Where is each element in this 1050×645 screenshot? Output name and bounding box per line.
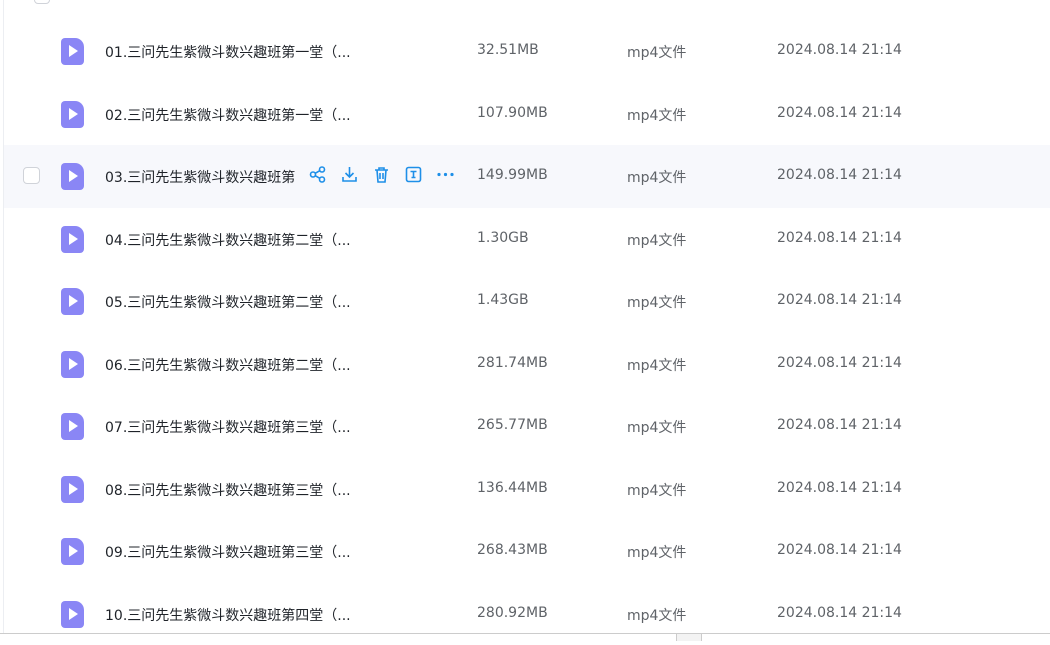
video-file-icon: [61, 226, 84, 253]
file-name[interactable]: 02.三问先生紫微斗数兴趣班第一堂（...: [105, 105, 367, 125]
video-file-icon: [61, 413, 84, 440]
file-size: 1.43GB: [477, 292, 529, 308]
file-date: 2024.08.14 21:14: [777, 230, 902, 246]
file-type: mp4文件: [627, 105, 686, 125]
file-type: mp4文件: [627, 417, 686, 437]
file-size: 149.99MB: [477, 167, 548, 183]
file-name[interactable]: 10.三问先生紫微斗数兴趣班第四堂（...: [105, 605, 367, 625]
file-row[interactable]: 08.三问先生紫微斗数兴趣班第三堂（... 136.44MB mp4文件 202…: [4, 458, 1050, 521]
video-file-icon: [61, 38, 84, 65]
file-name[interactable]: 03.三问先生紫微斗数兴趣班第: [105, 167, 305, 187]
file-type: mp4文件: [627, 542, 686, 562]
row-checkbox[interactable]: [23, 167, 40, 184]
file-date: 2024.08.14 21:14: [777, 605, 902, 621]
file-type: mp4文件: [627, 605, 686, 625]
file-row[interactable]: 05.三问先生紫微斗数兴趣班第二堂（... 1.43GB mp4文件 2024.…: [4, 270, 1050, 333]
file-size: 1.30GB: [477, 230, 529, 246]
select-all-checkbox[interactable]: [34, 0, 50, 4]
file-row[interactable]: 09.三问先生紫微斗数兴趣班第三堂（... 268.43MB mp4文件 202…: [4, 520, 1050, 583]
file-date: 2024.08.14 21:14: [777, 42, 902, 58]
more-icon[interactable]: [436, 165, 455, 184]
file-name[interactable]: 04.三问先生紫微斗数兴趣班第二堂（...: [105, 230, 367, 250]
share-icon[interactable]: [308, 165, 327, 184]
video-file-icon: [61, 163, 84, 190]
file-size: 281.74MB: [477, 355, 548, 371]
file-type: mp4文件: [627, 480, 686, 500]
file-name[interactable]: 09.三问先生紫微斗数兴趣班第三堂（...: [105, 542, 367, 562]
file-size: 32.51MB: [477, 42, 539, 58]
file-row[interactable]: 07.三问先生紫微斗数兴趣班第三堂（... 265.77MB mp4文件 202…: [4, 395, 1050, 458]
file-date: 2024.08.14 21:14: [777, 480, 902, 496]
file-row[interactable]: 04.三问先生紫微斗数兴趣班第二堂（... 1.30GB mp4文件 2024.…: [4, 208, 1050, 271]
file-size: 107.90MB: [477, 105, 548, 121]
file-type: mp4文件: [627, 230, 686, 250]
file-row[interactable]: 06.三问先生紫微斗数兴趣班第二堂（... 281.74MB mp4文件 202…: [4, 333, 1050, 396]
file-name[interactable]: 08.三问先生紫微斗数兴趣班第三堂（...: [105, 480, 367, 500]
file-type: mp4文件: [627, 42, 686, 62]
file-row[interactable]: 03.三问先生紫微斗数兴趣班第 149.99MB mp4文件 2024.08.1…: [4, 145, 1050, 208]
delete-icon[interactable]: [372, 165, 391, 184]
file-size: 136.44MB: [477, 480, 548, 496]
row-actions: [308, 165, 455, 184]
file-date: 2024.08.14 21:14: [777, 292, 902, 308]
file-name[interactable]: 07.三问先生紫微斗数兴趣班第三堂（...: [105, 417, 367, 437]
download-icon[interactable]: [340, 165, 359, 184]
file-date: 2024.08.14 21:14: [777, 355, 902, 371]
file-name[interactable]: 06.三问先生紫微斗数兴趣班第二堂（...: [105, 355, 367, 375]
video-file-icon: [61, 288, 84, 315]
file-name[interactable]: 01.三问先生紫微斗数兴趣班第一堂（...: [105, 42, 367, 62]
file-size: 265.77MB: [477, 417, 548, 433]
file-date: 2024.08.14 21:14: [777, 417, 902, 433]
video-file-icon: [61, 601, 84, 628]
file-name[interactable]: 05.三问先生紫微斗数兴趣班第二堂（...: [105, 292, 367, 312]
file-size: 280.92MB: [477, 605, 548, 621]
file-row[interactable]: 01.三问先生紫微斗数兴趣班第一堂（... 32.51MB mp4文件 2024…: [4, 20, 1050, 83]
video-file-icon: [61, 101, 84, 128]
file-type: mp4文件: [627, 167, 686, 187]
video-file-icon: [61, 476, 84, 503]
video-file-icon: [61, 351, 84, 378]
file-date: 2024.08.14 21:14: [777, 167, 902, 183]
file-date: 2024.08.14 21:14: [777, 105, 902, 121]
file-row[interactable]: 02.三问先生紫微斗数兴趣班第一堂（... 107.90MB mp4文件 202…: [4, 83, 1050, 146]
video-file-icon: [61, 538, 84, 565]
file-type: mp4文件: [627, 355, 686, 375]
bottom-bar: [0, 633, 1050, 640]
file-date: 2024.08.14 21:14: [777, 542, 902, 558]
file-size: 268.43MB: [477, 542, 548, 558]
file-type: mp4文件: [627, 292, 686, 312]
rename-icon[interactable]: [404, 165, 423, 184]
